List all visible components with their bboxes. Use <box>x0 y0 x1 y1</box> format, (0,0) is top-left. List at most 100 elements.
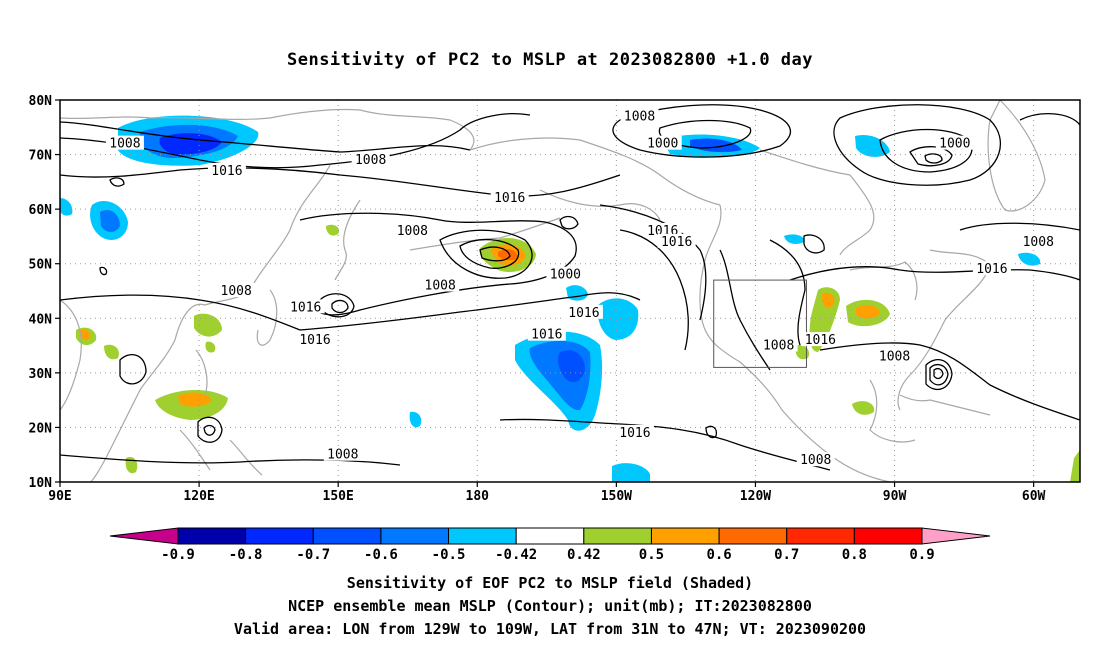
contour-label: 1008 <box>800 453 831 468</box>
colorbar-label: -0.8 <box>229 547 263 563</box>
lat-tick-label: 40N <box>29 312 53 327</box>
footer-line-1: Sensitivity of EOF PC2 to MSLP field (Sh… <box>346 574 754 592</box>
contour-label-bg <box>796 452 835 467</box>
isobar <box>705 425 718 439</box>
shade-patch <box>597 298 639 340</box>
lat-tick-label: 20N <box>29 421 53 436</box>
coastline <box>469 137 721 206</box>
contour-labels: 1008 1008 1016 1008 1000 1000 1016 1008 1016 1016… <box>105 108 1058 468</box>
lat-tick-label: 10N <box>29 476 53 491</box>
coastline <box>60 108 475 151</box>
colorbar-label: 0.42 <box>567 547 601 563</box>
colorbar-box <box>312 527 382 545</box>
colorbar-label: 0.9 <box>909 547 934 563</box>
lon-tick-label: 150W <box>601 489 632 504</box>
gridlines <box>60 100 1080 482</box>
lat-tick-label: 60N <box>29 203 53 218</box>
isobar <box>60 167 621 197</box>
contour-label: 1008 <box>879 349 910 364</box>
isobar <box>119 354 147 385</box>
isobar <box>959 222 1080 231</box>
coastline <box>899 394 931 402</box>
contour-label: 1000 <box>550 268 581 283</box>
lat-tick-label: 30N <box>29 367 53 382</box>
isobar <box>933 367 944 380</box>
contour-label: 1008 <box>397 224 428 239</box>
colorbar-box <box>177 527 247 545</box>
coastline <box>229 439 263 476</box>
contour-label: 1008 <box>624 109 655 124</box>
coastline <box>869 379 916 443</box>
isobar <box>203 424 216 436</box>
isobar <box>319 293 355 318</box>
coastline <box>89 164 331 482</box>
isobar <box>559 215 579 230</box>
contour-label-bg <box>105 135 144 150</box>
coastline <box>897 249 991 411</box>
isobar <box>439 229 533 279</box>
contour-label: 1016 <box>805 333 836 348</box>
colorbar-label: -0.9 <box>161 547 195 563</box>
contour-label-bg <box>421 277 460 292</box>
contour-label-bg <box>296 332 334 347</box>
contour-label: 1016 <box>976 262 1007 277</box>
contour-label-bg <box>657 233 696 248</box>
coastline <box>334 199 361 281</box>
contour-label-bg <box>615 424 654 439</box>
isobar <box>499 418 831 471</box>
colorbar-label: 0.5 <box>639 547 664 563</box>
shade-patch <box>856 305 880 319</box>
coastline <box>849 261 918 301</box>
contour-label-bg <box>286 299 325 314</box>
colorbar-label: -0.42 <box>495 547 537 563</box>
lat-tick-label: 50N <box>29 258 53 273</box>
contour-label-bg <box>643 135 682 150</box>
lon-tick-label: 90W <box>883 489 907 504</box>
lon-tick-label: 150E <box>323 489 354 504</box>
lon-tick-label: 120E <box>183 489 214 504</box>
shade-patch <box>822 292 835 308</box>
contour-label-bg <box>875 348 914 363</box>
contour-label: 1016 <box>211 164 242 179</box>
lon-tick-label: 180 <box>466 489 490 504</box>
contour-label-bg <box>564 304 603 319</box>
contour-label: 1016 <box>494 191 525 206</box>
shade-patch <box>612 463 650 482</box>
shade-patch <box>795 344 810 360</box>
isobar <box>819 342 1080 421</box>
shade-patch <box>557 350 585 383</box>
isobar <box>803 234 825 254</box>
isobar <box>619 229 689 351</box>
coastline <box>759 149 875 256</box>
coastline <box>929 399 991 416</box>
footer-line-2: NCEP ensemble mean MSLP (Contour); unit(… <box>288 597 812 615</box>
lon-tick-label: 120W <box>740 489 771 504</box>
coastline <box>539 189 661 221</box>
shade-patch <box>1018 252 1041 266</box>
isobar <box>599 204 707 321</box>
isobar <box>299 212 577 316</box>
contour-label-bg <box>393 222 432 237</box>
isobar <box>109 177 125 187</box>
colorbar-arrow-high <box>921 527 991 545</box>
contour-label-bg <box>801 332 840 347</box>
colorbar-box <box>448 527 517 545</box>
contour-label: 1008 <box>763 339 794 354</box>
contour-label: 1008 <box>109 137 140 152</box>
isobar <box>299 292 641 331</box>
contour-label-bg <box>323 446 362 461</box>
colorbar: -0.9 -0.8 -0.7 -0.6 -0.5 -0.42 0.42 0.5 0.6 0.7 0.… <box>109 527 991 563</box>
coastline <box>256 289 278 346</box>
contour-label-bg <box>351 152 390 167</box>
colorbar-label: 0.6 <box>706 547 731 563</box>
shade-patch <box>60 198 73 216</box>
coastline <box>987 100 1046 212</box>
colorbar-box <box>245 527 314 545</box>
colorbar-label: 0.8 <box>842 547 867 563</box>
shade-patch <box>1070 450 1080 482</box>
isobar <box>197 416 223 443</box>
shade-patch <box>326 224 340 236</box>
shade-patch <box>784 234 805 244</box>
isobar <box>879 128 973 173</box>
